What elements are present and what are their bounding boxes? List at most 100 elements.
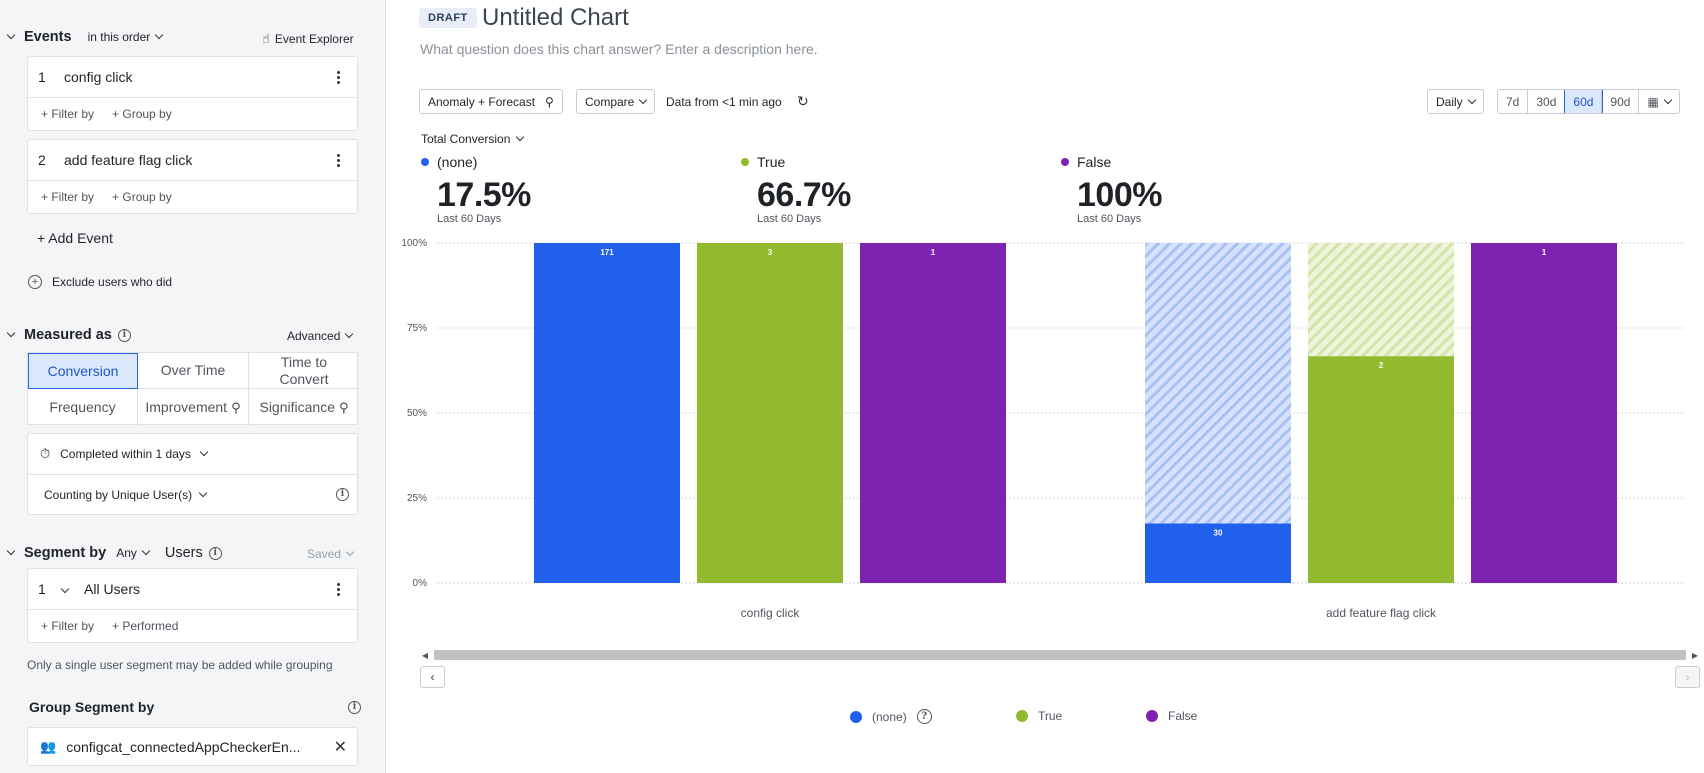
bar-true <box>697 243 843 583</box>
measure-option-label: Frequency <box>49 399 116 415</box>
compare-label: Compare <box>585 94 635 109</box>
chevron-left-icon: ‹ <box>430 670 435 684</box>
custom-date-range-button[interactable]: ▦ <box>1639 90 1678 113</box>
add-event-button[interactable]: + Add Event <box>37 230 113 246</box>
filter-by-link[interactable]: + Filter by <box>41 107 95 121</box>
chevron-right-icon: › <box>1685 670 1690 684</box>
compare-button[interactable]: Compare <box>576 89 656 114</box>
metric-value: 100% <box>1077 176 1162 214</box>
info-icon[interactable]: i <box>348 701 361 714</box>
chart-horizontal-scrollbar[interactable]: ◀ ▶ <box>420 648 1700 662</box>
measured-section-header[interactable]: Measured as i <box>6 327 131 343</box>
chart-prev-button[interactable]: ‹ <box>420 666 445 688</box>
measure-frequency[interactable]: Frequency <box>28 389 138 426</box>
performed-link[interactable]: + Performed <box>112 619 179 633</box>
segment-note: Only a single user segment may be added … <box>27 658 333 672</box>
scrollbar-thumb[interactable] <box>434 650 1686 660</box>
more-options-icon[interactable] <box>331 70 345 84</box>
event-row[interactable]: 2 add feature flag click <box>28 140 357 180</box>
y-tick-label: 0% <box>413 578 428 589</box>
info-icon[interactable]: i <box>208 546 222 560</box>
range-30d[interactable]: 30d <box>1528 90 1566 113</box>
group-by-link[interactable]: + Group by <box>112 190 172 204</box>
event-card-2: 2 add feature flag click + Filter by + G… <box>27 139 358 214</box>
chevron-down-icon <box>1467 95 1476 104</box>
total-conversion-select[interactable]: Total Conversion <box>421 132 525 146</box>
group-segment-chip[interactable]: 👥 configcat_connectedAppCheckerEn... ✕ <box>27 727 358 766</box>
segment-any-label: Any <box>116 546 137 560</box>
event-order-select[interactable]: in this order <box>88 30 164 44</box>
measure-time-to-convert[interactable]: Time to Convert <box>249 353 359 389</box>
magic-wand-icon: ⚲ <box>338 400 349 415</box>
more-options-icon[interactable] <box>331 153 345 167</box>
measure-over-time[interactable]: Over Time <box>138 353 249 389</box>
info-icon[interactable]: i <box>336 488 349 501</box>
conversion-bar-chart: 0% 25% 50% 75% 100% 171 3 1 config click 30 2 1 add… <box>401 238 1684 620</box>
bar-dropoff-segment <box>1308 243 1454 357</box>
measure-improvement[interactable]: Improvement ⚲ <box>138 389 249 426</box>
bar-data-label: 30 <box>1214 529 1223 538</box>
query-sidebar: Events in this order ☝ Event Explorer 1 … <box>0 0 386 773</box>
close-icon[interactable]: ✕ <box>333 738 347 756</box>
advanced-select[interactable]: Advanced <box>287 329 354 343</box>
counting-by-select[interactable]: Counting by Unique User(s) i <box>28 474 357 514</box>
chevron-down-icon <box>639 95 648 104</box>
total-conversion-label: Total Conversion <box>421 132 511 146</box>
completed-within-select[interactable]: ⏱ Completed within 1 days <box>28 434 357 474</box>
interval-select[interactable]: Daily <box>1427 89 1484 114</box>
info-icon[interactable]: i <box>117 328 131 342</box>
scroll-left-arrow-icon[interactable]: ◀ <box>421 650 429 660</box>
anomaly-forecast-button[interactable]: Anomaly + Forecast ⚲ <box>419 89 563 114</box>
legend-item-true[interactable]: True <box>1016 709 1062 723</box>
metric-period: Last 60 Days <box>1077 213 1142 225</box>
y-tick-label: 75% <box>407 323 427 334</box>
chevron-down-icon <box>198 488 208 497</box>
measure-option-label: Conversion <box>47 362 119 379</box>
group-by-link[interactable]: + Group by <box>112 107 172 121</box>
measure-conversion[interactable]: Conversion <box>28 353 138 389</box>
event-name[interactable]: config click <box>64 69 133 85</box>
measure-option-label: Time to Convert <box>279 353 329 387</box>
event-filters-row: + Filter by + Group by <box>28 97 357 130</box>
event-row[interactable]: 1 config click <box>28 57 357 97</box>
range-label: 30d <box>1536 94 1557 109</box>
segment-any-select[interactable]: Any <box>116 546 151 560</box>
segment-name[interactable]: All Users <box>84 581 141 597</box>
range-label: 7d <box>1506 94 1520 109</box>
segment-section-header[interactable]: Segment by Any Users i <box>6 545 222 561</box>
metric-name: True <box>757 154 786 170</box>
event-filters-row: + Filter by + Group by <box>28 180 357 213</box>
saved-segments-select[interactable]: Saved <box>307 547 355 561</box>
event-number: 2 <box>38 152 46 168</box>
series-color-dot <box>421 158 429 166</box>
filter-by-link[interactable]: + Filter by <box>41 619 95 633</box>
segment-row[interactable]: 1 All Users <box>28 569 357 609</box>
event-name[interactable]: add feature flag click <box>64 152 193 168</box>
scroll-right-arrow-icon[interactable]: ▶ <box>1691 650 1699 660</box>
exclude-users-button[interactable]: + Exclude users who did <box>28 275 172 289</box>
chevron-down-icon[interactable] <box>60 584 70 594</box>
legend-item-none[interactable]: (none) ? <box>850 709 932 724</box>
metric-summary-true: True 66.7% Last 60 Days <box>741 154 851 225</box>
counting-by-label: Counting by Unique User(s) <box>44 487 193 502</box>
events-section-header[interactable]: Events in this order <box>6 29 164 45</box>
bar-false <box>860 243 1006 583</box>
range-7d[interactable]: 7d <box>1498 90 1529 113</box>
chart-description-input[interactable]: What question does this chart answer? En… <box>420 41 818 57</box>
range-90d[interactable]: 90d <box>1602 90 1640 113</box>
legend-item-false[interactable]: False <box>1146 709 1197 723</box>
anomaly-forecast-label: Anomaly + Forecast <box>428 94 536 109</box>
refresh-icon[interactable]: ↻ <box>797 93 809 109</box>
measure-significance[interactable]: Significance ⚲ <box>249 389 359 426</box>
chart-title[interactable]: Untitled Chart <box>482 4 629 31</box>
help-icon[interactable]: ? <box>916 709 932 724</box>
metric-period: Last 60 Days <box>437 213 502 225</box>
segment-filters-row: + Filter by + Performed <box>28 609 357 642</box>
magic-wand-icon: ⚲ <box>231 400 241 415</box>
more-options-icon[interactable] <box>331 582 345 596</box>
filter-by-link[interactable]: + Filter by <box>41 190 95 204</box>
event-explorer-button[interactable]: ☝ Event Explorer <box>262 31 354 47</box>
stopwatch-icon: ⏱ <box>40 446 51 461</box>
chart-next-button[interactable]: › <box>1675 666 1700 688</box>
range-60d[interactable]: 60d <box>1564 90 1604 113</box>
